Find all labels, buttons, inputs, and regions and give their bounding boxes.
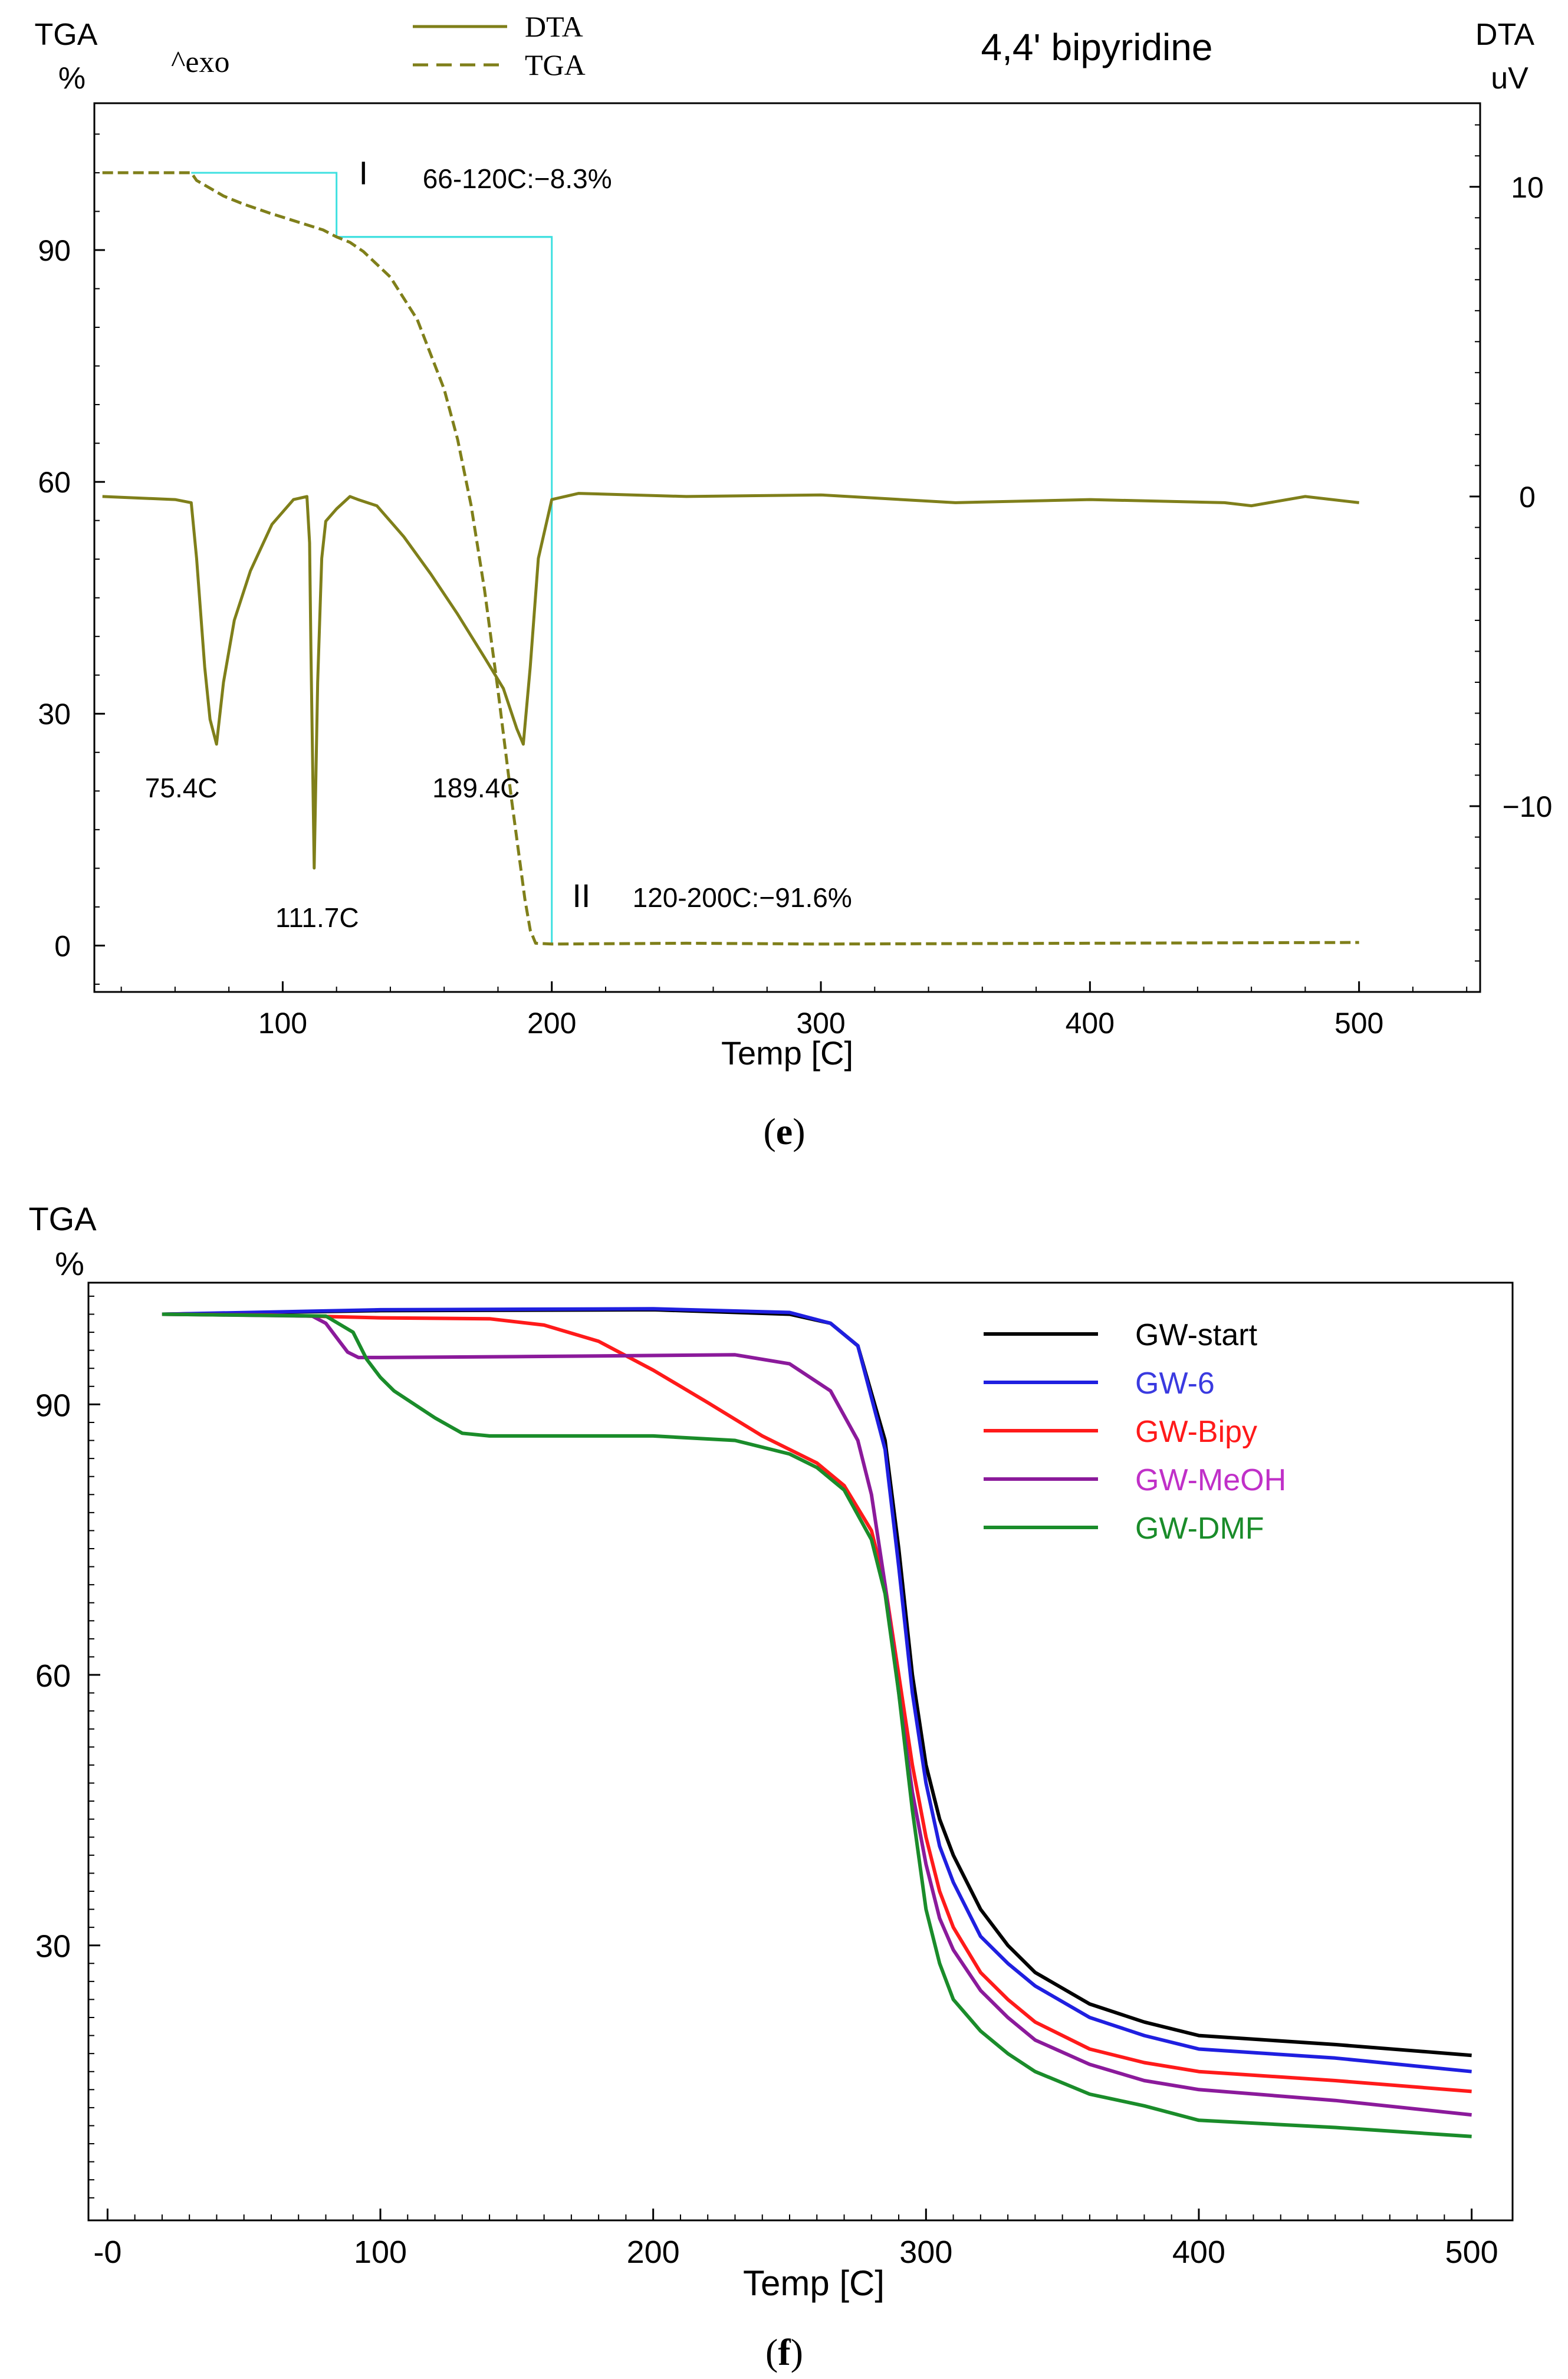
panel-caption-e: (e) — [763, 1110, 805, 1152]
svg-text:(f): (f) — [765, 2331, 803, 2373]
series-group-e — [102, 171, 1359, 946]
series-tga-e — [102, 171, 1359, 946]
left-axis-unit-f: % — [55, 1245, 84, 1282]
x-axis-f: -0 100 200 300 400 500 — [93, 2209, 1498, 2270]
right-tick-label-e: −10 — [1503, 790, 1553, 823]
plot-frame-e — [93, 102, 1481, 993]
x-tick-label-e: 400 — [1066, 1007, 1115, 1040]
annotations-e: 75.4C 111.7C 189.4C I 66-120C:−8.3% II 120-200… — [145, 155, 852, 933]
x-axis-title-f: Temp [C] — [743, 2263, 885, 2303]
series-gw-dmf-f — [162, 1312, 1472, 2138]
step-label-2: 120-200C:−91.6% — [633, 882, 852, 913]
legend-label-f: GW-DMF — [1135, 1511, 1264, 1546]
peak-label: 75.4C — [145, 773, 218, 803]
x-tick-label-f: 300 — [899, 2235, 952, 2270]
x-tick-label-f: 400 — [1172, 2235, 1225, 2270]
peak-label: 111.7C — [275, 902, 359, 933]
left-y-axis-e: 0 30 60 90 — [38, 133, 105, 985]
x-tick-label-f: -0 — [93, 2235, 121, 2270]
right-axis-unit-e: uV — [1491, 61, 1528, 96]
left-axis-unit-e: % — [58, 61, 86, 96]
series-gw-meoh-f — [162, 1312, 1472, 2117]
svg-text:(e): (e) — [763, 1110, 805, 1152]
left-y-axis-f: 30 60 90 — [35, 1295, 100, 2199]
x-tick-label-f: 200 — [627, 2235, 680, 2270]
right-axis-title-e: DTA — [1475, 18, 1534, 52]
legend-label-tga: TGA — [525, 48, 586, 81]
step-roman-2: II — [572, 877, 590, 914]
x-tick-label-e: 200 — [527, 1007, 576, 1040]
left-tick-label-f: 90 — [35, 1388, 71, 1423]
step-roman-1: I — [359, 155, 369, 192]
left-axis-title-f: TGA — [28, 1200, 97, 1237]
left-axis-title-e: TGA — [35, 18, 98, 52]
left-tick-label-f: 30 — [35, 1929, 71, 1964]
x-tick-label-e: 300 — [796, 1007, 845, 1040]
step-label-1: 66-120C:−8.3% — [423, 163, 612, 194]
right-tick-label-e: 10 — [1511, 171, 1544, 204]
peak-label: 189.4C — [432, 773, 520, 803]
x-tick-label-e: 100 — [258, 1007, 307, 1040]
legend-e: DTA TGA — [413, 10, 586, 81]
left-tick-label-e: 30 — [38, 698, 71, 731]
x-tick-label-e: 500 — [1334, 1007, 1383, 1040]
exo-annotation: ^exo — [171, 45, 229, 79]
x-tick-label-f: 100 — [354, 2235, 407, 2270]
x-tick-label-f: 500 — [1445, 2235, 1498, 2270]
step-marker-e — [191, 172, 338, 237]
plot-frame-f — [87, 1281, 1514, 2222]
right-y-axis-e: 10 0 −10 — [1470, 124, 1553, 962]
legend-label-dta: DTA — [525, 10, 583, 43]
x-axis-title-e: Temp [C] — [721, 1034, 853, 1072]
left-tick-label-e: 60 — [38, 466, 71, 499]
series-gw-6-f — [162, 1307, 1472, 2074]
right-tick-label-e: 0 — [1519, 481, 1536, 514]
left-tick-label-e: 0 — [54, 929, 71, 962]
series-gw-start-f — [162, 1307, 1472, 2058]
legend-f: GW-start GW-6 GW-Bipy GW-MeOH GW-DMF — [984, 1318, 1286, 1546]
legend-label-f: GW-6 — [1135, 1366, 1215, 1401]
legend-label-f: GW-start — [1135, 1318, 1258, 1352]
step-marker-e — [336, 236, 553, 945]
caption-letter-e: e — [776, 1110, 793, 1152]
chart-title-e: 4,4' bipyridine — [981, 26, 1213, 68]
left-tick-label-f: 60 — [35, 1658, 71, 1694]
legend-label-f: GW-MeOH — [1135, 1463, 1286, 1497]
legend-label-f: GW-Bipy — [1135, 1415, 1257, 1449]
chart-panel-e: TGA % DTA uV ^exo 4,4' bipyridine DTA TG… — [35, 10, 1553, 1072]
x-axis-e: 100 200 300 400 500 — [120, 981, 1468, 1040]
series-gw-bipy-f — [162, 1312, 1472, 2094]
series-group-f — [162, 1307, 1472, 2138]
left-tick-label-e: 90 — [38, 234, 71, 267]
panel-caption-f: (f) — [765, 2331, 803, 2373]
caption-letter-f: f — [778, 2331, 791, 2373]
series-dta-e — [102, 492, 1359, 870]
